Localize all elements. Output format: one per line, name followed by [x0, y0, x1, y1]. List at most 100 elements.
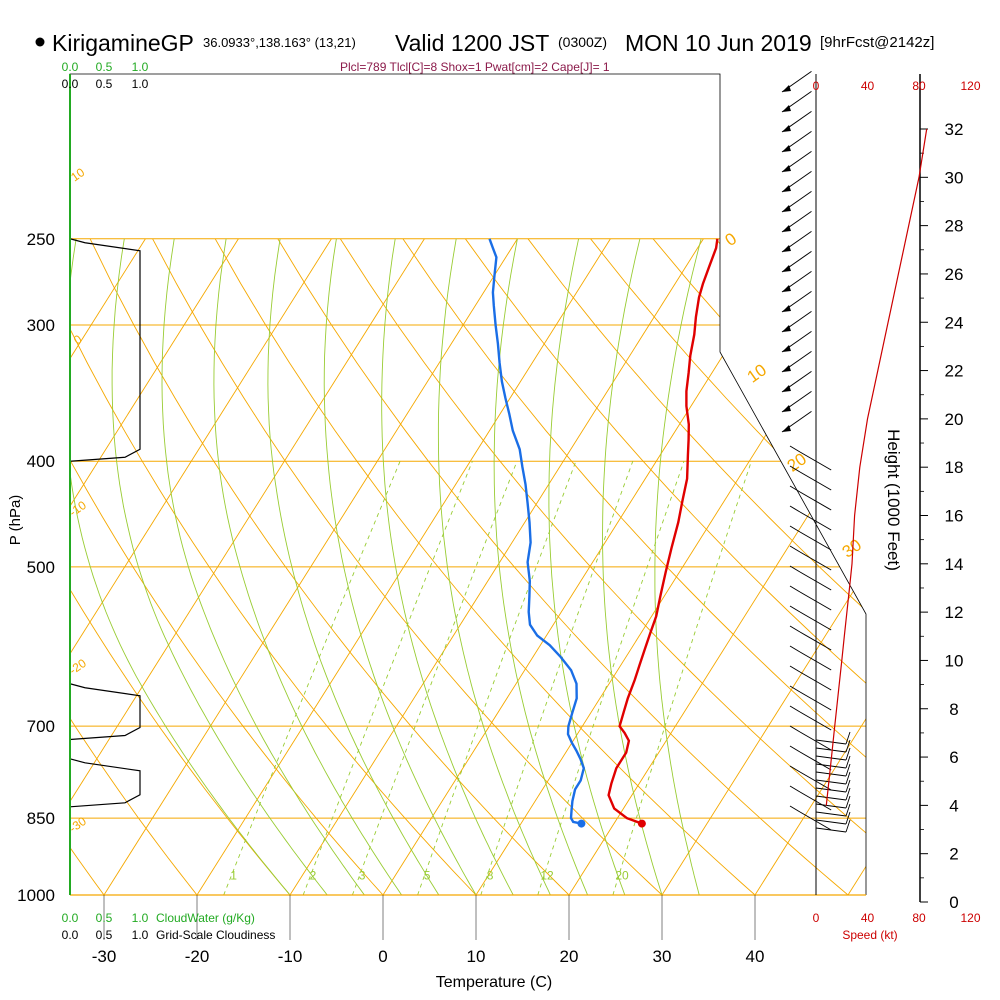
wind-barb-flag	[782, 345, 791, 352]
mixing-ratio-label: 2	[310, 869, 317, 883]
cloud-water-tick-bottom: 0.5	[96, 911, 113, 925]
cloud-water-tick-top: 0.5	[96, 60, 113, 74]
speed-tick-bottom: 80	[912, 911, 926, 925]
wind-barb-feather	[789, 705, 801, 713]
dry-adiabat-label: 20	[784, 449, 810, 475]
wind-barb-feather	[789, 805, 801, 813]
wind-barb-flag	[782, 105, 791, 112]
wind-barb-feather	[789, 485, 801, 493]
pressure-tick-label: 700	[27, 717, 55, 736]
wind-barb-flag	[782, 365, 791, 372]
cloud-water-tick-top: 1.0	[132, 60, 149, 74]
wind-barb-feather	[789, 545, 801, 553]
wind-barb-feather	[789, 585, 801, 593]
wind-barb-feather	[845, 747, 851, 761]
wind-barb-feather	[845, 795, 851, 809]
utc-time: (0300Z)	[558, 34, 607, 50]
cloud-water-tick-bottom: 0.0	[62, 911, 79, 925]
wind-barb-feather	[845, 811, 851, 825]
dewpoint-profile	[488, 238, 586, 825]
dry-adiabat-line	[402, 238, 866, 895]
wind-barb-shaft	[815, 787, 847, 793]
mixing-ratio-line	[612, 461, 752, 895]
wind-barb-feather	[789, 645, 801, 653]
isotherm-line	[196, 238, 611, 895]
height-axis-title: Height (1000 Feet)	[884, 429, 903, 571]
wind-barb-feather	[789, 465, 801, 473]
wind-barb-shaft	[815, 795, 847, 801]
wind-barb-shaft	[815, 739, 847, 745]
speed-title: Speed (kt)	[842, 928, 897, 942]
wind-barb-feather	[789, 765, 801, 773]
dry-adiabat-line	[465, 238, 866, 895]
dry-adiabat-line	[89, 238, 570, 895]
mixing-ratio-line	[417, 461, 577, 895]
wind-barb-flag	[782, 305, 791, 312]
plot-border	[69, 73, 867, 895]
wind-barb-flag	[782, 265, 791, 272]
cloudiness-layer	[69, 683, 141, 741]
surface-temperature-marker	[637, 819, 646, 828]
mixing-ratio-line	[537, 461, 685, 895]
dry-adiabat-label: 10	[68, 165, 87, 184]
cloudiness-title: Grid-Scale Cloudiness	[156, 928, 275, 942]
wind-barb-flag	[782, 165, 791, 172]
wind-barb-feather	[789, 665, 801, 673]
wind-barb-flag	[782, 325, 791, 332]
moist-adiabat-line	[437, 238, 551, 895]
speed-tick-top: 80	[912, 79, 926, 93]
wind-barb-flag	[782, 425, 791, 432]
cloud-water-tick-bottom: 1.0	[132, 911, 149, 925]
temperature-tick-label: 30	[653, 947, 672, 966]
x-axis-title: Temperature (C)	[436, 974, 552, 991]
forecast-info: [9hrFcst@2142z]	[820, 34, 934, 51]
cloudiness-tick-top: 0.0	[62, 77, 79, 91]
wind-barb-flag	[782, 385, 791, 392]
pressure-tick-label: 500	[27, 558, 55, 577]
mixing-ratio-label: 1	[230, 869, 237, 883]
mixing-ratio-line	[351, 461, 518, 895]
isotherm-line	[847, 238, 866, 895]
moist-adiabat-line	[111, 238, 328, 895]
height-tick-label: 6	[949, 748, 958, 767]
dry-adiabat-label: 0	[71, 332, 85, 347]
sounding-indices: Plcl=789 Tlcl[C]=8 Shox=1 Pwat[cm]=2 Cap…	[340, 60, 610, 74]
valid-time: Valid 1200 JST	[395, 30, 549, 56]
dry-adiabat-line	[152, 238, 663, 895]
wind-barb-feather	[845, 771, 851, 785]
cloudiness-profile	[69, 238, 141, 808]
height-tick-label: 2	[949, 845, 958, 864]
speed-tick-bottom: 0	[813, 911, 820, 925]
wind-barb-feather	[845, 731, 851, 745]
isotherm-line	[70, 238, 239, 895]
wind-barb-shaft	[815, 747, 847, 753]
height-tick-label: 0	[949, 893, 958, 912]
mixing-ratio-line	[480, 461, 634, 895]
dry-adiabat-label: 0	[722, 229, 741, 250]
cloud-water-title: CloudWater (g/Kg)	[156, 911, 255, 925]
y-axis-title: P (hPa)	[7, 495, 24, 546]
moist-adiabat-line	[493, 238, 589, 895]
height-tick-label: 8	[949, 700, 958, 719]
wind-barb-feather	[789, 725, 801, 733]
moist-adiabat-line	[323, 238, 477, 895]
dry-adiabat-line	[590, 238, 866, 895]
valid-date: MON 10 Jun 2019	[625, 30, 812, 56]
moist-adiabat-line	[654, 238, 702, 895]
dry-adiabat-line	[527, 238, 866, 895]
sounding-profiles	[488, 238, 719, 828]
height-tick-label: 18	[945, 458, 964, 477]
moist-adiabat-line	[70, 238, 291, 895]
cloudiness-tick-bottom: 0.0	[62, 928, 79, 942]
speed-tick-top: 120	[960, 79, 980, 93]
cloudiness-layer	[69, 238, 141, 462]
height-tick-label: 10	[945, 651, 964, 670]
speed-tick-bottom: 40	[861, 911, 875, 925]
wind-speed-line	[825, 128, 928, 806]
temperature-tick-label: -10	[278, 947, 303, 966]
pressure-tick-label: 400	[27, 452, 55, 471]
wind-barb-feather	[789, 565, 801, 573]
wind-barb-shaft	[815, 819, 847, 825]
